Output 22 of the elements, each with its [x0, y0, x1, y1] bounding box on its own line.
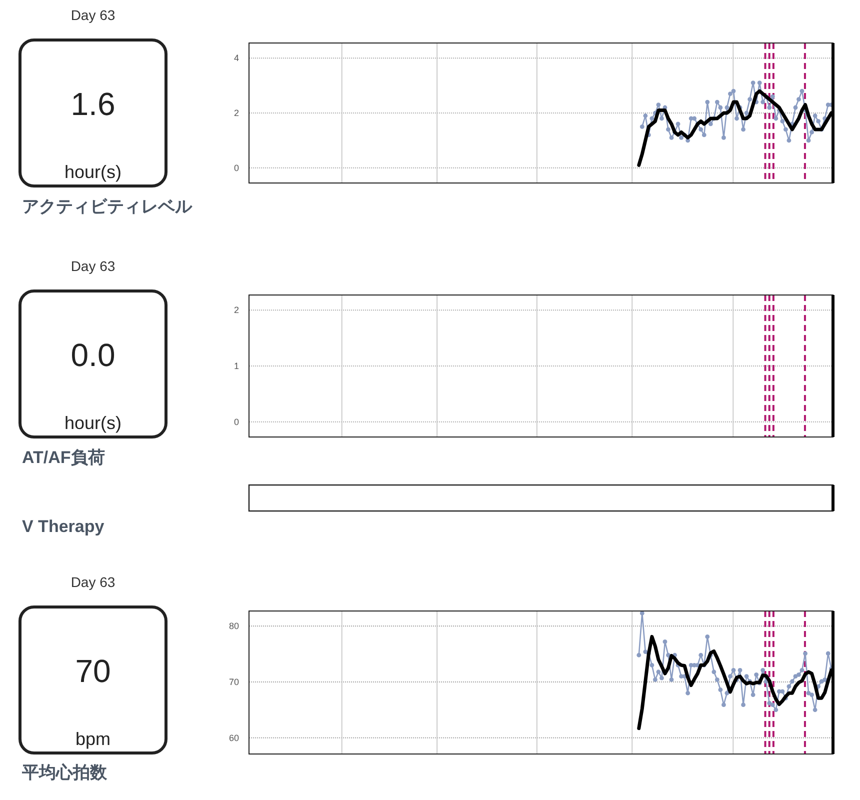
text: hour(s) [64, 413, 122, 433]
y-tick-label: 2 [234, 305, 239, 316]
y-tick-label: 4 [234, 53, 239, 64]
text: アクティビティレベル [22, 197, 193, 216]
y-tick-label: 0 [234, 162, 239, 173]
y-tick-label: 2 [234, 108, 239, 118]
text: 0.0 [70, 337, 116, 373]
text: 平均心拍数 [21, 763, 108, 782]
y-tick-label: 1 [234, 361, 239, 371]
text: Day 63 [70, 258, 116, 274]
text: 1.6 [70, 86, 116, 122]
y-tick-label: 0 [234, 416, 239, 427]
text: AT/AF負荷 [22, 448, 105, 467]
text: bpm [75, 729, 111, 749]
text: 70 [75, 653, 111, 689]
y-tick-label: 70 [228, 676, 239, 687]
y-tick-label: 80 [228, 621, 239, 632]
y-tick-label: 60 [228, 732, 239, 743]
text: Day 63 [70, 7, 116, 23]
text: V Therapy [22, 517, 105, 536]
text: hour(s) [64, 162, 122, 182]
text: Day 63 [70, 574, 116, 590]
